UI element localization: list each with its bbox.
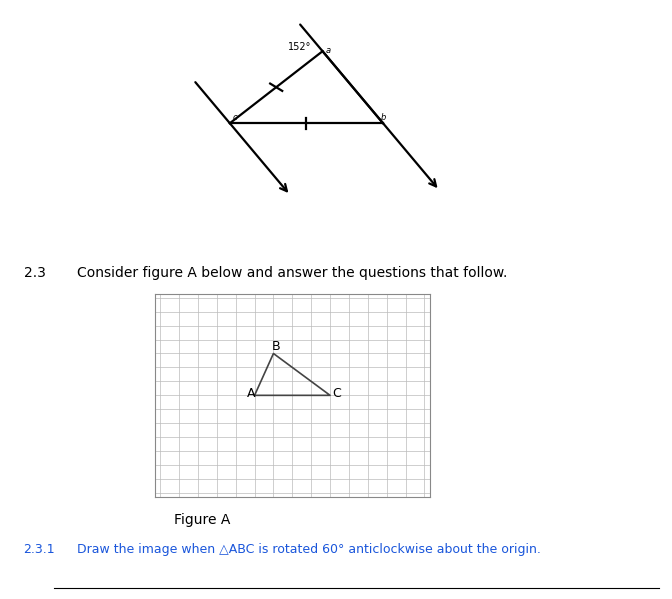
- Text: B: B: [271, 340, 280, 353]
- Text: 2.3.1: 2.3.1: [24, 543, 55, 556]
- Text: c: c: [233, 113, 238, 122]
- Text: A: A: [247, 387, 255, 400]
- Text: Draw the image when △ABC is rotated 60° anticlockwise about the origin.: Draw the image when △ABC is rotated 60° …: [77, 543, 541, 556]
- Text: Consider figure A below and answer the questions that follow.: Consider figure A below and answer the q…: [77, 265, 507, 280]
- Text: 152°: 152°: [288, 42, 312, 52]
- Text: a: a: [326, 47, 331, 56]
- Text: 2.3: 2.3: [24, 265, 46, 280]
- Text: b: b: [381, 113, 386, 122]
- Text: C: C: [332, 387, 341, 400]
- Text: Figure A: Figure A: [174, 513, 230, 527]
